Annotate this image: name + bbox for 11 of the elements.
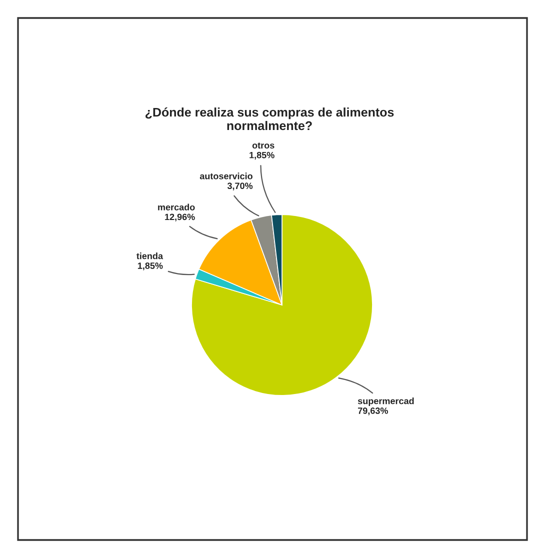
data-label: 79,63% (358, 408, 388, 416)
slice-label: mercado (158, 204, 195, 210)
data-label: 12,96% (165, 214, 195, 222)
slice-label: supermercad (358, 398, 414, 406)
data-label: 1,85% (250, 152, 274, 160)
slice-label: otros (252, 142, 274, 149)
data-label: 3,70% (227, 182, 253, 190)
chart-title: ¿Dónde realiza sus compras de alimentos normalmente? (146, 107, 394, 130)
slice-label: autoservicio (200, 172, 252, 180)
slice-label: tienda (136, 252, 164, 260)
data-label: 1,85% (138, 262, 163, 270)
